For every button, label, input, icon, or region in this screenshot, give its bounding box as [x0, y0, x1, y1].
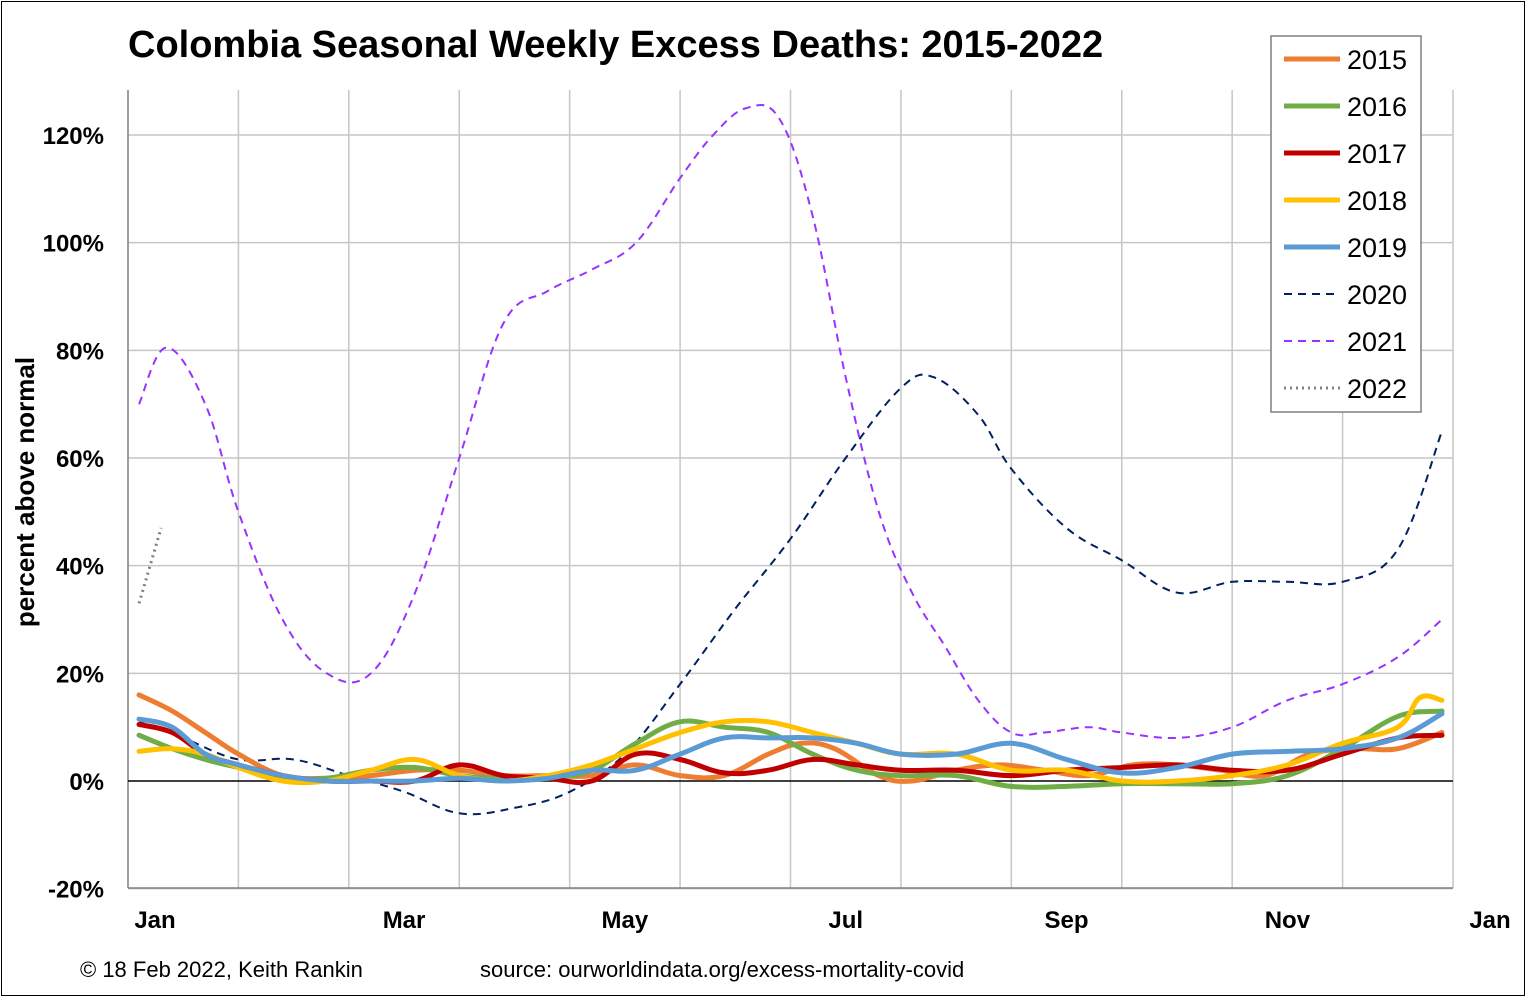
- x-tick-label: Sep: [1045, 907, 1089, 934]
- legend-box: [1270, 35, 1422, 413]
- footer-copyright: © 18 Feb 2022, Keith Rankin: [80, 957, 363, 982]
- y-axis-label: percent above normal: [10, 357, 40, 627]
- series-line-2020: [138, 373, 1443, 816]
- x-tick-label: Nov: [1265, 907, 1311, 934]
- y-tick-label: -20%: [48, 877, 104, 904]
- x-axis-ticks: Jan Mar May Jul Sep Nov Jan: [134, 907, 1510, 934]
- x-tick-label: Jan: [1469, 907, 1510, 934]
- legend: 2015 2016 2017 2018 2019 2020 2021 2022: [1270, 35, 1422, 413]
- chart-title: Colombia Seasonal Weekly Excess Deaths: …: [128, 24, 1103, 66]
- series-line-2021: [138, 104, 1443, 740]
- x-tick-label: Mar: [383, 907, 426, 934]
- series-line-2019: [136, 711, 1445, 784]
- y-tick-label: 0%: [69, 769, 104, 796]
- y-tick-label: 80%: [56, 338, 104, 365]
- y-tick-label: 100%: [43, 231, 104, 258]
- footer-source: source: ourworldindata.org/excess-mortal…: [480, 957, 964, 982]
- legend-label-2016: 2016: [1347, 92, 1407, 122]
- legend-label-2022: 2022: [1347, 374, 1407, 404]
- legend-label-2015: 2015: [1347, 45, 1407, 75]
- x-tick-label: Jan: [134, 907, 175, 934]
- legend-label-2020: 2020: [1347, 280, 1407, 310]
- series-lines: [136, 104, 1445, 816]
- legend-label-2021: 2021: [1347, 327, 1407, 357]
- legend-label-2019: 2019: [1347, 233, 1407, 263]
- x-tick-label: Jul: [828, 907, 863, 934]
- y-axis-ticks: -20% 0% 20% 40% 60% 80% 100% 120%: [43, 123, 104, 904]
- legend-label-2017: 2017: [1347, 139, 1407, 169]
- y-tick-label: 40%: [56, 554, 104, 581]
- x-tick-label: May: [602, 907, 649, 934]
- series-line-2022: [137, 527, 163, 604]
- legend-label-2018: 2018: [1347, 186, 1407, 216]
- y-tick-label: 60%: [56, 446, 104, 473]
- y-tick-label: 120%: [43, 123, 104, 150]
- y-tick-label: 20%: [56, 661, 104, 688]
